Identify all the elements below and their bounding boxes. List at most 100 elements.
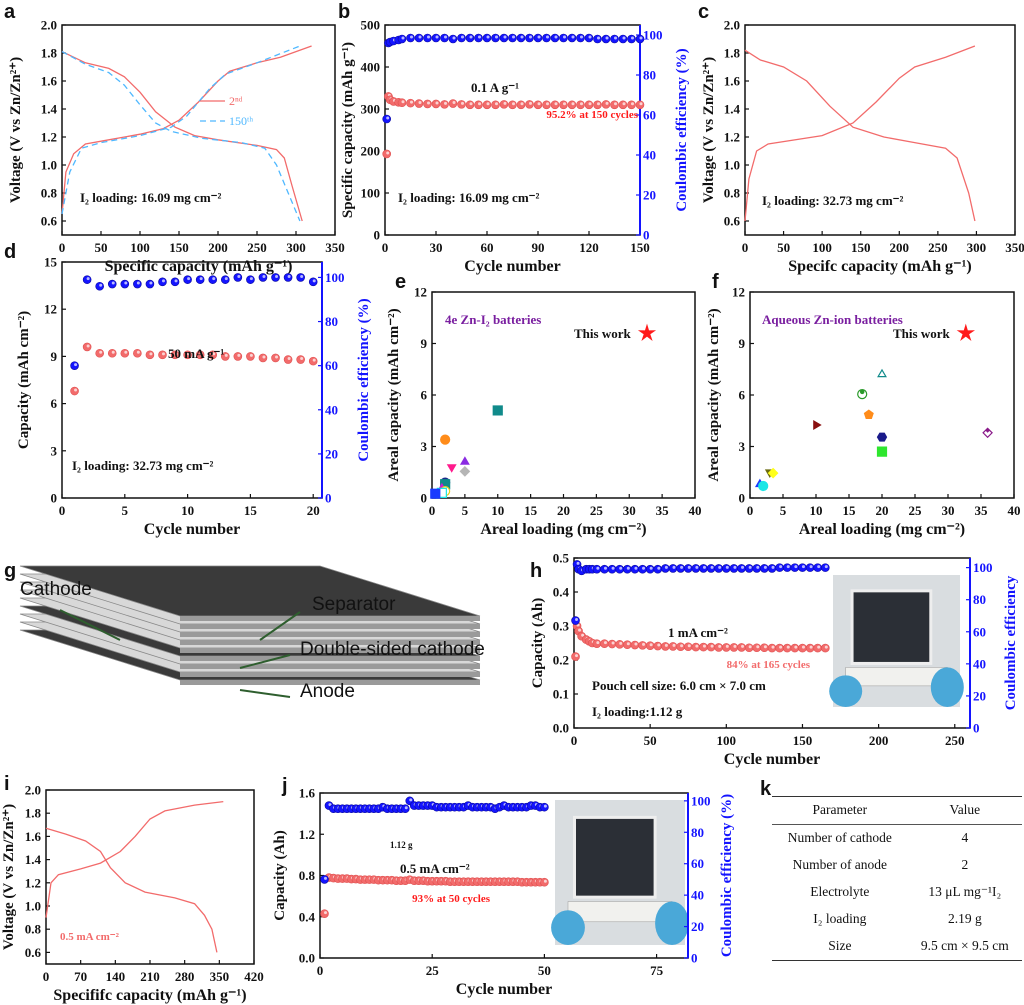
layer-edge (180, 640, 480, 645)
data-point-highlight (809, 645, 813, 649)
data-point-highlight (503, 101, 507, 105)
data-point-highlight (520, 102, 524, 106)
table-cell: Electrolyte (810, 884, 870, 899)
y-tick-label: 0 (739, 491, 746, 506)
data-point-highlight (444, 35, 447, 39)
glove-right (655, 901, 689, 945)
x-tick-label: 50 (644, 733, 657, 748)
data-point-highlight (537, 102, 541, 106)
series-line (61, 45, 312, 215)
table-cell: 13 μL mg⁻¹I₂ (928, 884, 1002, 899)
x-tick-label: 150 (630, 240, 650, 255)
x-tick-label: 25 (426, 963, 440, 978)
glove-left (551, 910, 585, 945)
data-point-highlight (224, 277, 228, 281)
table-cell: I₂ loading (813, 911, 867, 926)
data-point-highlight (733, 644, 737, 648)
data-point-highlight (452, 36, 456, 40)
y-tick-label: 0.6 (25, 945, 42, 960)
x-tick-label: 10 (810, 503, 823, 518)
marker-triangle-right (813, 420, 822, 430)
panel-label-g: g (4, 560, 16, 582)
x-tick-label: 40 (689, 503, 702, 518)
data-point-highlight (237, 353, 241, 357)
y-tick-label: 0.4 (299, 909, 316, 924)
data-point-highlight (639, 102, 643, 106)
chart-e: 0 5 10 15 20 25 30 35 40 0 3 6 9 12 Areal loading (mg … (386, 285, 702, 539)
data-point-highlight (452, 101, 456, 105)
annotation: This work (893, 326, 950, 341)
data-point-highlight (444, 101, 447, 105)
data-point-highlight (478, 35, 481, 39)
chart-j: 0 25 50 75 0.0 0.4 0.8 1.2 1.6 0 20 40 60 80 100 Coulom… (272, 786, 735, 999)
data-point-highlight (695, 565, 699, 569)
data-point-highlight (469, 102, 473, 106)
y-tick-label: 1.8 (25, 806, 42, 821)
chart-f: 0 5 10 15 20 25 30 35 40 0 3 6 9 12 Areal loading (mg … (706, 285, 1021, 539)
marker-square (430, 488, 441, 499)
data-point-highlight (111, 281, 115, 285)
y-tick-label: 0 (374, 228, 381, 243)
data-point-highlight (187, 277, 191, 281)
table-row: Number of cathode 4 (772, 825, 1022, 853)
data-point-highlight (794, 645, 798, 649)
x-axis-title: Specific capacity (mAh g⁻¹) (105, 258, 293, 275)
data-point-highlight (603, 641, 607, 645)
y-tick-label: 1.4 (724, 102, 741, 117)
y-tick-label: 1.2 (41, 130, 57, 145)
data-point-highlight (401, 100, 405, 104)
x-tick-label: 30 (942, 503, 955, 518)
y-axis-title: Capacity (mAh cm⁻²) (16, 311, 32, 449)
layer-edge (180, 664, 480, 669)
data-point-highlight (733, 565, 737, 569)
data-point-highlight (187, 352, 191, 356)
series-line (45, 800, 224, 918)
y2-tick-label: 0 (643, 228, 650, 243)
y-axis-title: Voltage (V vs Zn/Zn²⁺) (1, 804, 17, 950)
data-point-highlight (725, 644, 729, 648)
data-point-highlight (680, 565, 684, 569)
x-tick-label: 140 (106, 969, 126, 984)
data-point-highlight (404, 806, 408, 810)
data-point-highlight (124, 350, 128, 354)
marker-half-fill (985, 428, 990, 433)
pointer-arrow (239, 689, 291, 698)
x-tick-label: 5 (122, 503, 129, 518)
data-point-highlight (603, 566, 607, 570)
y-tick-label: 0 (421, 491, 428, 506)
y2-tick-label: 100 (325, 270, 345, 285)
data-point-highlight (537, 35, 541, 39)
y-axis-title: Voltage (V vs Zn/Zn²⁺) (8, 57, 24, 203)
data-point-highlight (718, 565, 722, 569)
y-tick-label: 300 (361, 102, 381, 117)
data-point-highlight (626, 566, 630, 570)
x-tick-label: 0 (571, 733, 578, 748)
diagram-label: Cathode (20, 579, 92, 600)
data-point-highlight (199, 352, 203, 356)
chart-d: 0 5 10 15 20 0 3 6 9 12 15 0 20 40 60 80 100 Coulombic ef… (16, 255, 372, 539)
chart-c: 0 50 100 150 200 250 300 350 0.6 0.8 1.0 1.2 1.4 1.6 1… (701, 18, 1024, 276)
data-point-highlight (136, 350, 140, 354)
table-cell: 4 (961, 830, 969, 845)
data-point-highlight (410, 100, 413, 104)
data-point-highlight (809, 565, 813, 569)
data-point-highlight (469, 35, 473, 39)
y-tick-label: 1.0 (41, 158, 57, 173)
x-tick-label: 0 (429, 503, 436, 518)
parameter-table-k: Parameter Value Number of cathode 4 Numbe… (772, 796, 1022, 961)
x-tick-label: 60 (481, 240, 494, 255)
data-point-highlight (86, 344, 90, 348)
data-point-highlight (748, 565, 752, 569)
table-cell: 9.5 cm × 9.5 cm (907, 933, 1022, 961)
data-point-highlight (575, 618, 579, 622)
marker-half-fill (859, 389, 865, 395)
data-point-highlight (563, 35, 566, 39)
data-point-highlight (563, 102, 566, 106)
marker-triangle-open (877, 368, 887, 378)
data-point-highlight (199, 277, 203, 281)
y2-tick-label: 40 (691, 888, 704, 903)
panel-label-j: j (281, 775, 288, 797)
data-point-highlight (478, 102, 481, 106)
data-point-highlight (287, 274, 291, 278)
